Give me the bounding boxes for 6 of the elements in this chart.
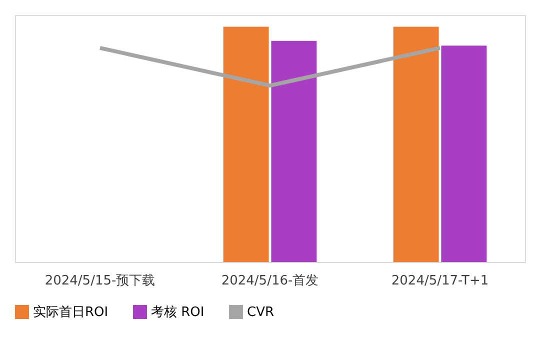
x-tick-label: 2024/5/17-T+1 [391,274,489,288]
legend-label: 实际首日ROI [33,305,108,320]
x-tick-label: 2024/5/15-预下载 [44,274,156,288]
legend-label: 考核 ROI [151,305,204,320]
legend-label: CVR [247,305,274,320]
x-tick-label: 2024/5/16-首发 [221,274,319,288]
